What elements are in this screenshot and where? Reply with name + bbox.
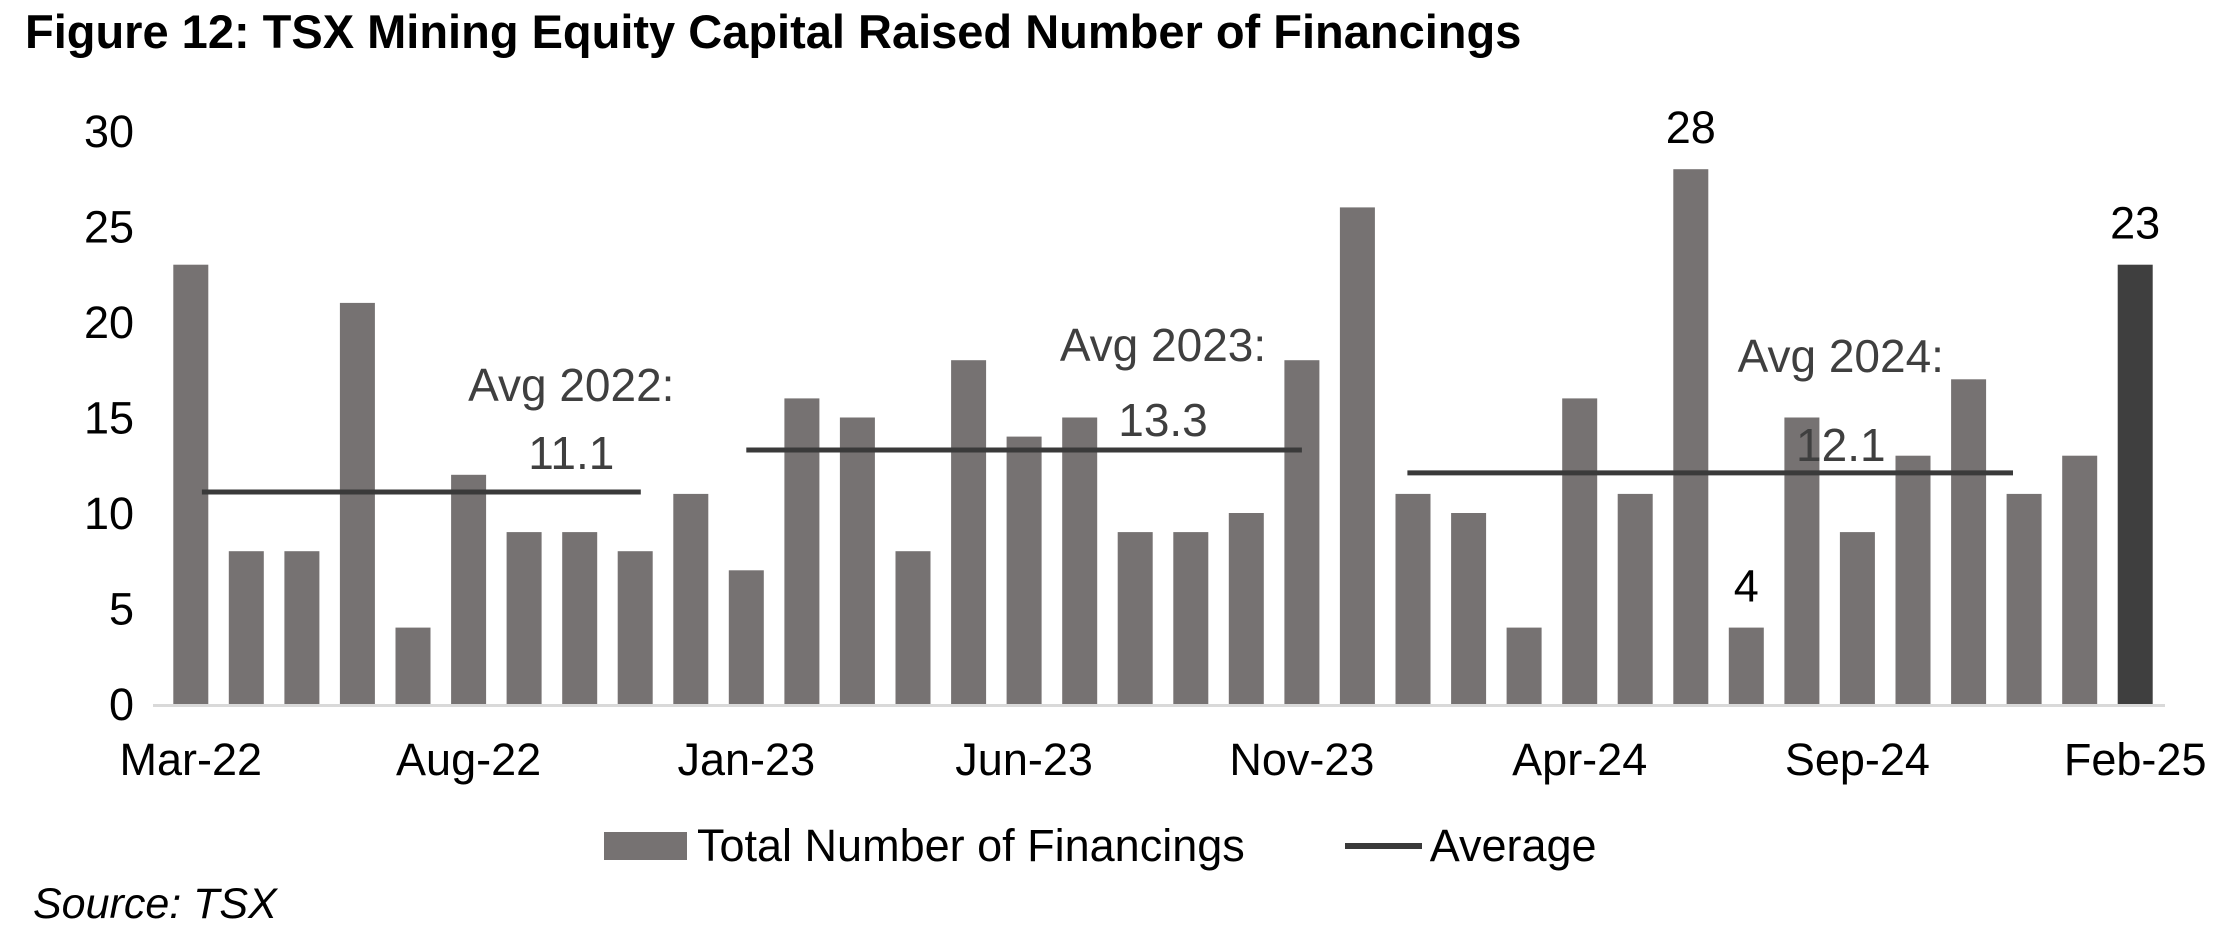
x-tick-label: Feb-25 [2064,734,2207,785]
bar-Aug-23 [1117,532,1153,704]
x-tick-label: Apr-24 [1512,734,1647,785]
bar-Aug-22 [451,474,487,704]
bar-May-23 [951,360,987,704]
y-tick-label: 5 [109,584,134,635]
bar-May-24 [1617,493,1653,704]
average-label-title: Avg 2024: [1738,330,1944,382]
x-tick-label: Nov-23 [1229,734,1374,785]
legend-average-label: Average [1429,820,1597,871]
x-tick-label: Jun-23 [955,734,1093,785]
bar-Mar-22 [173,264,209,704]
x-tick-label: Mar-22 [120,734,263,785]
bar-Feb-23 [784,398,820,704]
bar-value-label: 28 [1666,102,1716,153]
average-label-title: Avg 2022: [468,359,674,411]
bar-Jan-23 [728,570,764,704]
bar-Mar-24 [1506,627,1542,704]
bar-Jul-24 [1728,627,1764,704]
y-tick-label: 10 [84,488,134,539]
source-note: Source: TSX [33,880,277,928]
legend-series-label: Total Number of Financings [697,820,1245,871]
bar-May-22 [284,551,320,704]
average-label-value: 11.1 [528,427,614,479]
bar-Sep-22 [506,532,542,704]
bar-Jan-25 [2062,455,2098,704]
y-tick-label: 0 [109,679,134,730]
bar-Feb-25 [2117,264,2153,704]
bar-Apr-23 [895,551,931,704]
legend-bar-swatch [604,832,687,860]
legend-average-line-swatch [1344,843,1422,849]
y-tick-label: 20 [84,297,134,348]
average-label-title: Avg 2023: [1060,319,1266,371]
bar-Nov-24 [1951,379,1987,704]
bar-Jun-23 [1006,436,1042,704]
y-tick-label: 25 [84,202,134,253]
bar-Jun-22 [339,302,375,704]
x-tick-label: Sep-24 [1785,734,1930,785]
chart-legend: Total Number of Financings Average [604,820,1597,872]
bar-Jan-24 [1395,493,1431,704]
bar-Sep-23 [1173,532,1209,704]
bar-Dec-24 [2006,493,2042,704]
bar-Dec-23 [1339,207,1375,704]
average-label-value: 12.1 [1796,419,1886,471]
bar-Aug-24 [1784,417,1820,704]
bar-Jul-23 [1062,417,1098,704]
bar-Jul-22 [395,627,431,704]
chart-title: Figure 12: TSX Mining Equity Capital Rai… [25,5,1522,58]
average-label-value: 13.3 [1118,394,1208,446]
bar-value-label: 4 [1734,561,1759,612]
bar-Oct-22 [562,532,598,704]
bar-Apr-22 [228,551,264,704]
bar-Apr-24 [1562,398,1598,704]
bar-Nov-22 [617,551,653,704]
bar-Feb-24 [1451,513,1487,704]
x-tick-label: Aug-22 [396,734,541,785]
bar-Oct-24 [1895,455,1931,704]
y-tick-label: 15 [84,393,134,444]
bar-Nov-23 [1284,360,1320,704]
bar-Jun-24 [1673,169,1709,704]
bar-Sep-24 [1839,532,1875,704]
bar-Oct-23 [1228,513,1264,704]
bar-Mar-23 [839,417,875,704]
x-tick-label: Jan-23 [678,734,816,785]
y-tick-label: 30 [84,106,134,157]
bar-value-label: 23 [2110,198,2160,249]
bar-Dec-22 [673,493,709,704]
